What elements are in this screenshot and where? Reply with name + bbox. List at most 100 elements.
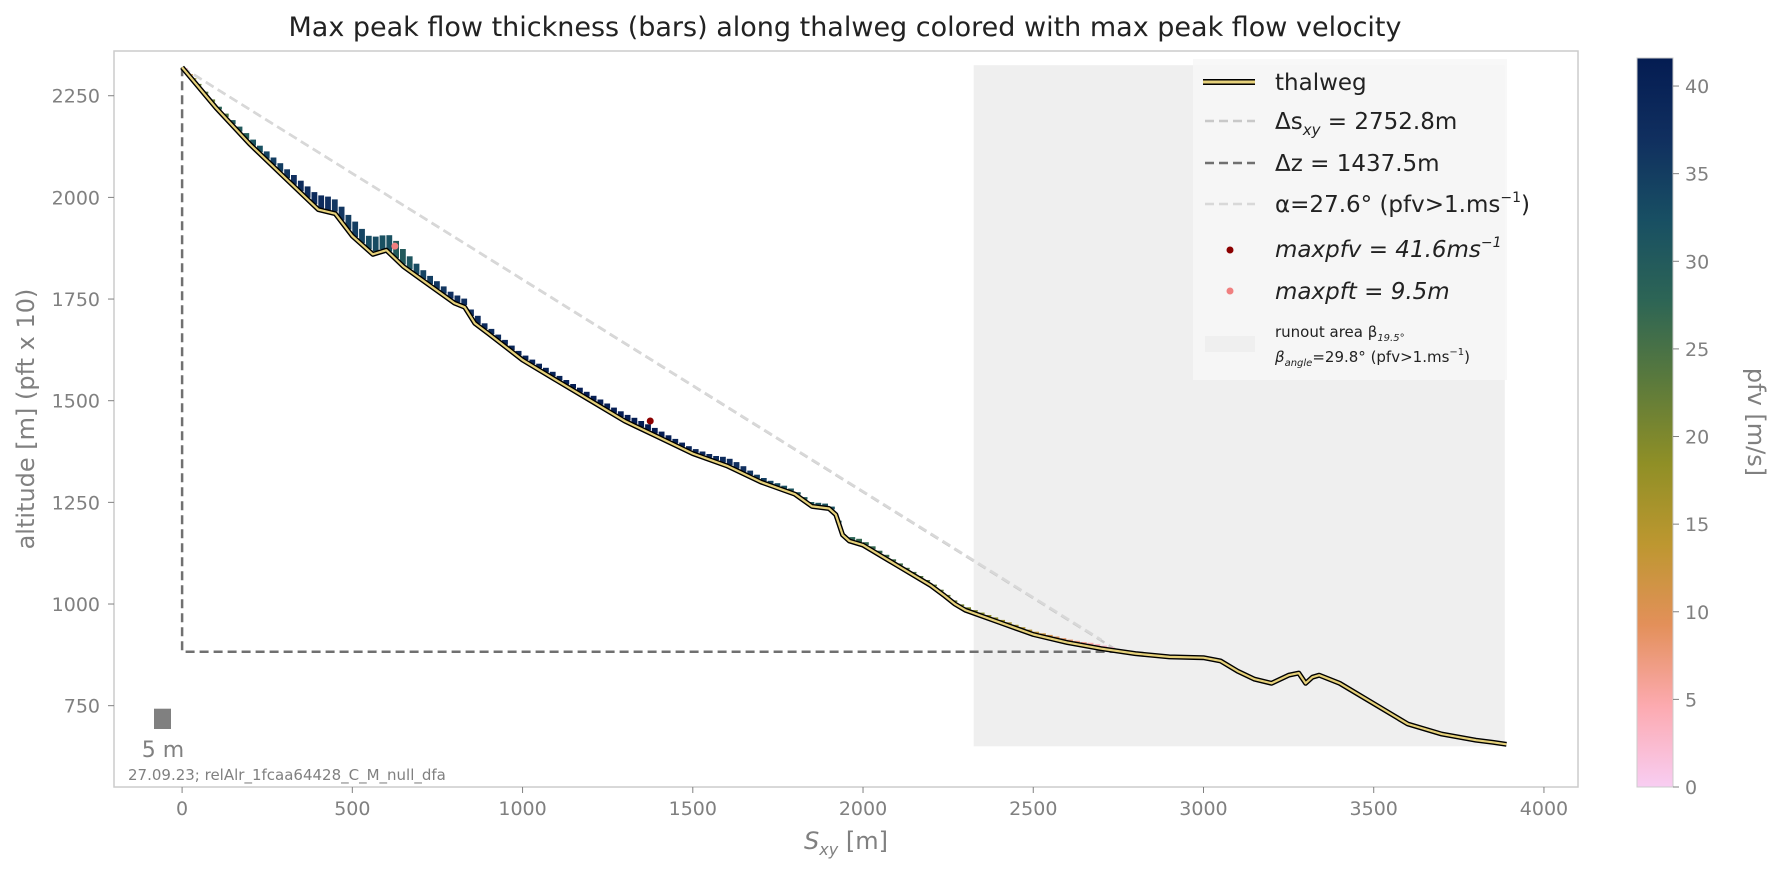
colorbar-tick-label: 10 bbox=[1685, 602, 1709, 624]
y-tick-label: 2000 bbox=[52, 187, 100, 209]
max-pfv-point bbox=[646, 417, 654, 425]
x-tick-label: 0 bbox=[176, 798, 188, 820]
pfv-bar bbox=[427, 275, 433, 284]
pfv-bar bbox=[257, 145, 263, 153]
pfv-bar bbox=[236, 126, 243, 132]
pfv-bar bbox=[583, 391, 590, 397]
pfv-bar bbox=[754, 474, 760, 479]
y-tick-label: 1000 bbox=[52, 594, 100, 616]
legend-maxpft-label: maxpft = 9.5m bbox=[1275, 279, 1450, 305]
legend-delta-z-label: Δz = 1437.5m bbox=[1275, 151, 1440, 177]
pfv-bar bbox=[502, 339, 508, 345]
pfv-bar bbox=[359, 228, 365, 244]
pfv-bar bbox=[508, 345, 515, 351]
pfv-bar bbox=[291, 175, 297, 185]
pfv-bar bbox=[699, 451, 706, 456]
pfv-bar bbox=[515, 350, 522, 356]
pfv-bar bbox=[1033, 631, 1040, 634]
footer-text: 27.09.23; relAlr_1fcaa64428_C_M_null_dfa bbox=[128, 766, 446, 785]
pfv-bar bbox=[692, 449, 699, 453]
pfv-bar bbox=[604, 403, 611, 409]
pfv-bar bbox=[338, 206, 345, 221]
pfv-bar bbox=[474, 315, 481, 324]
pfv-bar bbox=[495, 334, 502, 340]
pfv-bar bbox=[849, 537, 856, 540]
colorbar bbox=[1636, 57, 1674, 788]
colorbar-tick-label: 5 bbox=[1685, 689, 1697, 711]
colorbar-ticks: 0 5 10 15 20 25 30 35 40 bbox=[1673, 76, 1709, 799]
pfv-bar bbox=[856, 538, 862, 543]
pfv-bar bbox=[1094, 644, 1101, 647]
pfv-bar bbox=[454, 295, 461, 303]
y-tick-label: 750 bbox=[64, 696, 100, 718]
pfv-bar bbox=[420, 270, 427, 280]
pfv-bar bbox=[447, 291, 454, 299]
x-tick-label: 3000 bbox=[1179, 798, 1227, 820]
legend-runout-swatch bbox=[1205, 336, 1255, 352]
legend: thalweg Δsxy = 2752.8m Δz = 1437.5m α=27… bbox=[1193, 59, 1530, 380]
pfv-bar bbox=[270, 157, 277, 166]
pfv-bar bbox=[631, 417, 638, 424]
y-axis-label: altitude [m] (pft x 10) bbox=[12, 289, 40, 550]
x-tick-label: 3500 bbox=[1350, 798, 1398, 820]
pfv-bar bbox=[992, 617, 999, 619]
legend-thalweg-label: thalweg bbox=[1275, 70, 1367, 96]
pfv-bar bbox=[706, 454, 713, 458]
pfv-bar bbox=[1046, 634, 1053, 637]
pfv-bar bbox=[788, 488, 794, 491]
legend-alpha-label: α=27.6° (pfv>1.ms−1) bbox=[1275, 190, 1530, 218]
legend-maxpft-marker bbox=[1226, 287, 1234, 295]
pfv-bar bbox=[543, 367, 549, 373]
pfv-bar bbox=[658, 431, 665, 437]
pfv-bar bbox=[563, 380, 570, 385]
pfv-bar bbox=[747, 470, 754, 476]
legend-runout-label: runout area β19.5° bbox=[1275, 323, 1405, 344]
pfv-bar bbox=[311, 192, 318, 205]
pfv-bar bbox=[522, 355, 529, 361]
scale-bar-label: 5 m bbox=[142, 738, 184, 763]
x-axis-ticks: 0 500 1000 1500 2000 2500 3000 3500 4000 bbox=[176, 787, 1568, 820]
pfv-bar bbox=[1067, 639, 1074, 642]
pfv-bar bbox=[597, 399, 604, 405]
pfv-bar bbox=[413, 263, 420, 275]
pfv-bar bbox=[243, 133, 250, 139]
pfv-bar bbox=[461, 298, 468, 306]
y-tick-label: 1250 bbox=[52, 492, 100, 514]
y-tick-label: 1500 bbox=[52, 391, 100, 413]
pfv-bar bbox=[352, 221, 359, 238]
pfv-bar bbox=[372, 236, 379, 252]
y-axis-ticks: 750 1000 1250 1500 1750 2000 2250 bbox=[52, 86, 114, 718]
x-tick-label: 500 bbox=[334, 798, 370, 820]
colorbar-tick-label: 0 bbox=[1685, 777, 1697, 799]
pfv-bar bbox=[665, 435, 672, 441]
x-tick-label: 2000 bbox=[839, 798, 887, 820]
legend-maxpfv-marker bbox=[1226, 246, 1234, 254]
legend-beta-label: βangle=29.8° (pfv>1.ms−1) bbox=[1274, 347, 1470, 369]
pfv-bar bbox=[617, 411, 624, 417]
scale-bar bbox=[154, 708, 171, 729]
pfv-bar bbox=[1080, 642, 1087, 644]
legend-maxpfv-label: maxpfv = 41.6ms−1 bbox=[1275, 235, 1502, 263]
pfv-bar bbox=[1006, 622, 1012, 624]
pfv-bar bbox=[611, 407, 617, 413]
pfv-bar bbox=[679, 442, 685, 447]
y-tick-label: 1750 bbox=[52, 289, 100, 311]
pfv-bar bbox=[1026, 629, 1033, 632]
pfv-bar bbox=[284, 169, 290, 179]
pfv-bar bbox=[331, 199, 338, 212]
pfv-bar bbox=[760, 478, 767, 482]
pfv-bar bbox=[720, 456, 726, 463]
pfv-bar bbox=[733, 462, 740, 469]
pfv-bar bbox=[781, 485, 788, 489]
pfv-bar bbox=[713, 456, 719, 461]
pfv-bar bbox=[672, 438, 679, 444]
pfv-bar bbox=[686, 446, 692, 450]
pfv-bar bbox=[250, 139, 256, 146]
legend-box bbox=[1193, 59, 1507, 380]
reference-lines-layer bbox=[180, 66, 1120, 654]
pfv-bar bbox=[985, 615, 992, 617]
x-tick-label: 2500 bbox=[1009, 798, 1057, 820]
pfv-bar bbox=[325, 196, 331, 210]
x-tick-label: 1500 bbox=[669, 798, 717, 820]
